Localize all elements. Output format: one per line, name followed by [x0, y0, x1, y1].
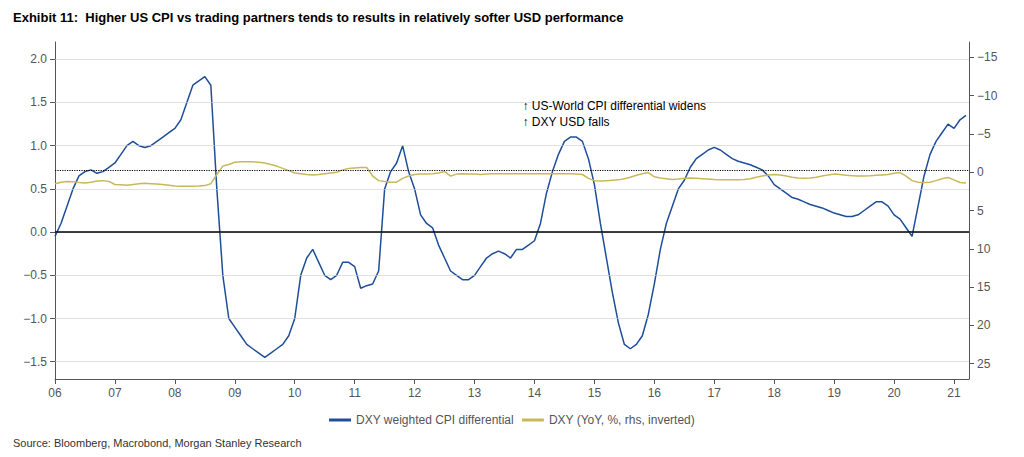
svg-text:0.5: 0.5 — [30, 182, 47, 196]
svg-text:11: 11 — [348, 386, 361, 400]
svg-text:20: 20 — [887, 386, 901, 400]
svg-text:−5: −5 — [977, 127, 991, 141]
svg-text:18: 18 — [768, 386, 782, 400]
svg-text:09: 09 — [228, 386, 242, 400]
svg-text:−10: −10 — [977, 89, 998, 103]
svg-text:12: 12 — [408, 386, 422, 400]
svg-text:21: 21 — [947, 386, 961, 400]
svg-text:↑ DXY USD falls: ↑ DXY USD falls — [522, 115, 609, 129]
svg-text:20: 20 — [977, 318, 991, 332]
svg-text:08: 08 — [168, 386, 182, 400]
svg-text:10: 10 — [288, 386, 302, 400]
svg-text:2.0: 2.0 — [30, 52, 47, 66]
svg-text:−1.5: −1.5 — [23, 355, 47, 369]
svg-text:15: 15 — [588, 386, 602, 400]
svg-text:25: 25 — [977, 357, 991, 371]
svg-text:17: 17 — [708, 386, 722, 400]
svg-text:19: 19 — [827, 386, 841, 400]
svg-text:5: 5 — [977, 204, 984, 218]
svg-text:1.5: 1.5 — [30, 95, 47, 109]
svg-text:06: 06 — [48, 386, 62, 400]
svg-text:−1.0: −1.0 — [23, 312, 47, 326]
svg-text:−15: −15 — [977, 50, 998, 64]
svg-text:14: 14 — [528, 386, 542, 400]
svg-text:Source: Bloomberg, Macrobond,: Source: Bloomberg, Macrobond, Morgan Sta… — [13, 437, 302, 449]
svg-text:−0.5: −0.5 — [23, 268, 47, 282]
svg-text:↑ US-World CPI differential wi: ↑ US-World CPI differential widens — [522, 99, 706, 113]
svg-text:1.0: 1.0 — [30, 139, 47, 153]
svg-text:0: 0 — [977, 165, 984, 179]
svg-text:16: 16 — [648, 386, 662, 400]
svg-text:15: 15 — [977, 280, 991, 294]
svg-text:07: 07 — [108, 386, 122, 400]
svg-text:13: 13 — [468, 386, 482, 400]
svg-text:DXY weighted CPI differential: DXY weighted CPI differential — [356, 413, 514, 427]
svg-text:DXY (YoY, %, rhs, inverted): DXY (YoY, %, rhs, inverted) — [549, 413, 695, 427]
svg-text:0.0: 0.0 — [30, 225, 47, 239]
svg-text:10: 10 — [977, 242, 991, 256]
svg-text:Exhibit 11: Higher US CPI vs: Exhibit 11: Higher US CPI vs trading par… — [13, 10, 623, 25]
